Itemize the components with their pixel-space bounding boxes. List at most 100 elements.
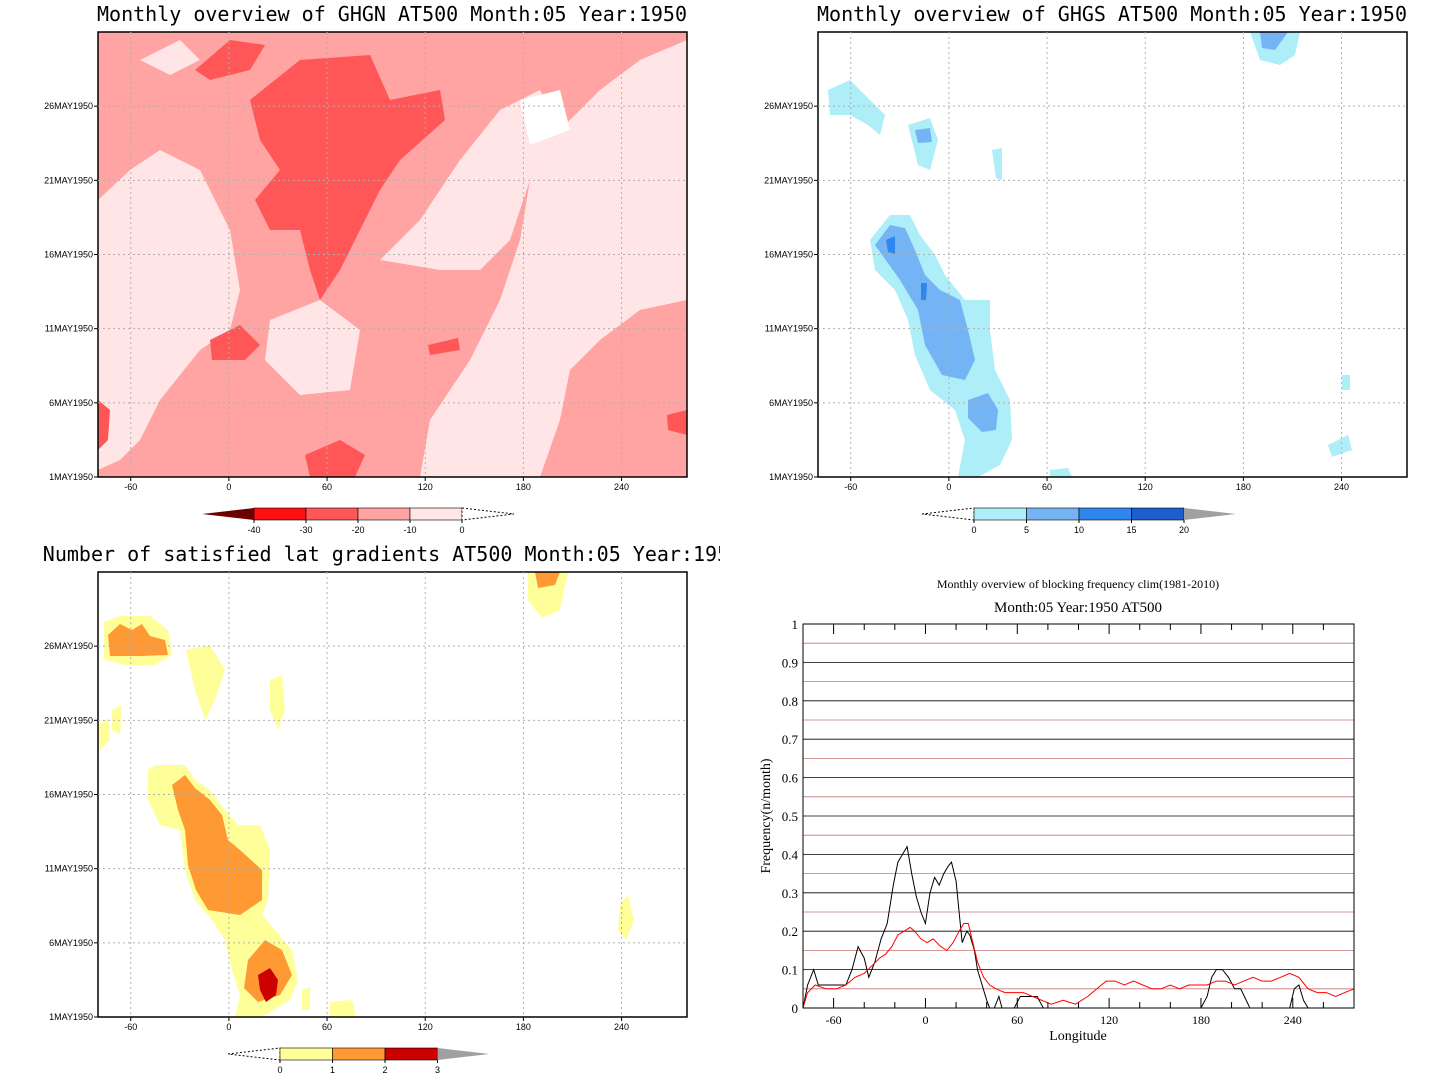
gradients-colorbar-end-left [227, 1047, 281, 1061]
frequency-grid [802, 623, 1355, 1009]
ghgs-ytick-label: 1MAY1950 [769, 472, 813, 482]
ghgs-ytick-label: 11MAY1950 [765, 324, 813, 334]
gradients-xtick-label: -60 [124, 1022, 137, 1032]
ghgs-colorbar-swatch [973, 507, 1027, 521]
ghgn-light-band-east [420, 40, 687, 477]
ghgn-xtick-label: -60 [124, 482, 137, 492]
gradients-colorbar: 0 1 2 3 [227, 1047, 490, 1075]
ghgn-dark-regions [98, 40, 687, 477]
ghgs-xtick-label: 0 [946, 482, 951, 492]
ghgn-light-patch-3 [520, 90, 570, 145]
frequency-xtick-label: 240 [1284, 1013, 1302, 1027]
gradients-xtick-label: 60 [322, 1022, 332, 1032]
gradients-colorbar-label: 3 [435, 1065, 440, 1075]
ghgs-tick-labels: -60 0 60 120 180 240 1MAY1950 6MAY1950 11MAY1950… [764, 101, 1349, 492]
ghgn-colorbar-end-right [461, 507, 515, 521]
ghgn-colorbar-label: -20 [351, 525, 364, 535]
ghgs-chart: Monthly overview of GHGS AT500 Month:05 … [764, 2, 1408, 535]
ghgn-colorbar-label: -30 [299, 525, 312, 535]
gradients-yellow-patch-1 [186, 645, 225, 720]
gradients-ytick-label: 6MAY1950 [49, 938, 93, 948]
ghgs-light-patch-5 [1342, 375, 1350, 390]
ghgs-ytick-label: 16MAY1950 [764, 250, 813, 260]
frequency-ytick-label: 0.9 [782, 655, 798, 670]
ghgn-dark-ridge [250, 55, 445, 300]
ghgn-ytick-label: 11MAY1950 [45, 324, 93, 334]
gradients-title: Number of satisfied lat gradients AT500 … [43, 542, 720, 566]
frequency-tick-labels: 0 0.1 0.2 0.3 0.4 0.5 0.6 0.7 0.8 0.9 1 -60 0 60 120 18… [782, 617, 1302, 1027]
ghgn-dark-patch-2 [305, 440, 365, 477]
ghgn-ytick-label: 1MAY1950 [49, 472, 93, 482]
ghgn-ytick-label: 16MAY1950 [44, 250, 93, 260]
gradients-xtick-label: 240 [614, 1022, 629, 1032]
ghgn-dark-north [195, 40, 265, 80]
ghgs-ytick-label: 26MAY1950 [764, 101, 813, 111]
gradients-orange-north [535, 572, 560, 588]
ghgs-colorbar-end-left [921, 507, 975, 521]
ghgs-grid [814, 32, 1407, 481]
gradients-colorbar-label: 2 [382, 1065, 387, 1075]
gradients-yellow-patch-4 [98, 718, 110, 750]
gradients-xtick-label: 120 [418, 1022, 433, 1032]
ghgn-xtick-label: 120 [418, 482, 433, 492]
gradients-orange-regions [108, 572, 560, 1002]
ghgn-light-patch-1 [265, 300, 360, 395]
ghgn-light-regions [98, 40, 687, 477]
gradients-colorbar-swatch [279, 1047, 333, 1061]
frequency-ylabel: Frequency(n/month) [759, 758, 774, 873]
ghgs-colorbar-swatch [1131, 507, 1185, 521]
gradients-chart: Number of satisfied lat gradients AT500 … [43, 542, 720, 1075]
gradients-ytick-label: 11MAY1950 [45, 864, 93, 874]
gradients-yellow-patch-6 [302, 987, 310, 1010]
frequency-xtick-label: 60 [1011, 1013, 1023, 1027]
ghgs-dark-patch-2 [921, 283, 927, 300]
frequency-xtick-label: 120 [1100, 1013, 1118, 1027]
ghgs-colorbar-label: 15 [1126, 525, 1136, 535]
ghgs-colorbar-end-right [1184, 508, 1236, 520]
frequency-xlabel: Longitude [1049, 1029, 1107, 1044]
ghgs-dark-regions [886, 236, 927, 300]
gradients-panel: Number of satisfied lat gradients AT500 … [0, 540, 720, 1091]
ghgs-colorbar-label: 0 [971, 525, 976, 535]
frequency-series [802, 845, 1355, 1009]
gradients-yellow-patch-2 [270, 675, 285, 730]
gradients-yellow-patch-3 [112, 705, 122, 735]
ghgs-dark-patch-1 [886, 236, 895, 254]
ghgs-colorbar-label: 5 [1024, 525, 1029, 535]
ghgn-dark-patch-3 [428, 338, 460, 355]
frequency-xtick-label: 180 [1192, 1013, 1210, 1027]
ghgn-xtick-label: 0 [226, 482, 231, 492]
gradients-xtick-label: 180 [516, 1022, 531, 1032]
ghgn-colorbar-end-left [202, 508, 254, 520]
gradients-ytick-label: 16MAY1950 [44, 790, 93, 800]
ghgn-plot-area: -60 0 60 120 180 240 1MAY1950 6MAY1950 11MAY1950… [44, 31, 688, 492]
frequency-ytick-label: 0.6 [782, 771, 799, 786]
ghgn-light-patch-2 [140, 40, 200, 75]
ghgn-colorbar-swatch [357, 507, 411, 521]
gradients-xtick-label: 0 [226, 1022, 231, 1032]
ghgs-colorbar: 0 5 10 15 20 [921, 507, 1236, 535]
frequency-ytick-label: 0.7 [782, 732, 799, 747]
ghgn-ytick-label: 6MAY1950 [49, 398, 93, 408]
gradients-yellow-patch-7 [330, 1000, 356, 1017]
ghgs-title: Monthly overview of GHGS AT500 Month:05 … [817, 2, 1407, 26]
ghgs-colorbar-label: 20 [1179, 525, 1189, 535]
frequency-ytick-label: 0.5 [782, 809, 798, 824]
ghgs-colorbar-label: 10 [1074, 525, 1084, 535]
frequency-ytick-label: 0.1 [782, 963, 798, 978]
ghgn-ytick-label: 21MAY1950 [44, 175, 93, 185]
frequency-ytick-label: 0.3 [782, 886, 798, 901]
ghgs-xtick-label: 60 [1042, 482, 1052, 492]
frequency-xtick-label: 0 [922, 1013, 928, 1027]
gradients-colorbar-swatch [384, 1047, 438, 1061]
gradients-colorbar-end-right [437, 1048, 490, 1060]
ghgn-xtick-label: 60 [322, 482, 332, 492]
ghgn-colorbar-swatch [409, 507, 463, 521]
ghgn-title: Monthly overview of GHGN AT500 Month:05 … [97, 2, 687, 26]
gradients-colorbar-label: 1 [330, 1065, 335, 1075]
ghgs-xtick-label: -60 [844, 482, 857, 492]
ghgn-grid [94, 32, 687, 481]
ghgn-tick-labels: -60 0 60 120 180 240 1MAY1950 6MAY1950 11MAY1950… [44, 101, 629, 492]
frequency-series-line-1 [802, 923, 1355, 1009]
frequency-ytick-label: 0.4 [782, 847, 799, 862]
